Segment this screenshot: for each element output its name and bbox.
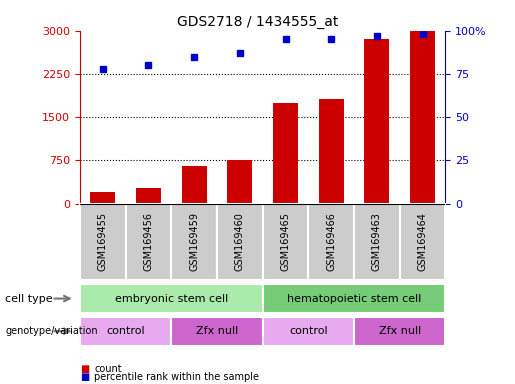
Text: percentile rank within the sample: percentile rank within the sample xyxy=(94,372,259,382)
Text: hematopoietic stem cell: hematopoietic stem cell xyxy=(287,293,421,304)
Bar xyxy=(364,40,389,204)
Bar xyxy=(263,204,308,280)
Bar xyxy=(90,192,115,204)
Bar xyxy=(171,204,217,280)
Bar xyxy=(217,204,263,280)
Text: Zfx null: Zfx null xyxy=(196,326,238,336)
Text: ■: ■ xyxy=(80,372,89,382)
Text: GDS2718 / 1434555_at: GDS2718 / 1434555_at xyxy=(177,15,338,29)
Text: GSM169465: GSM169465 xyxy=(281,212,290,271)
Bar xyxy=(354,204,400,280)
Text: GSM169460: GSM169460 xyxy=(235,212,245,271)
Text: embryonic stem cell: embryonic stem cell xyxy=(115,293,228,304)
Bar xyxy=(400,204,445,280)
Text: ■: ■ xyxy=(80,364,89,374)
Bar xyxy=(263,317,354,346)
Text: cell type: cell type xyxy=(5,293,53,304)
Bar xyxy=(227,161,252,204)
Bar xyxy=(263,284,445,313)
Text: Zfx null: Zfx null xyxy=(379,326,421,336)
Text: GSM169455: GSM169455 xyxy=(98,212,108,271)
Text: genotype/variation: genotype/variation xyxy=(5,326,98,336)
Text: control: control xyxy=(106,326,145,336)
Bar xyxy=(126,204,171,280)
Bar xyxy=(80,284,263,313)
Text: count: count xyxy=(94,364,122,374)
Text: GSM169466: GSM169466 xyxy=(326,212,336,271)
Text: GSM169464: GSM169464 xyxy=(418,212,427,271)
Bar xyxy=(171,317,263,346)
Bar xyxy=(319,99,344,204)
Bar xyxy=(410,31,435,204)
Text: GSM169463: GSM169463 xyxy=(372,212,382,271)
Bar xyxy=(308,204,354,280)
Text: GSM169456: GSM169456 xyxy=(143,212,153,271)
Text: control: control xyxy=(289,326,328,336)
Text: GSM169459: GSM169459 xyxy=(189,212,199,271)
Bar xyxy=(354,317,445,346)
Bar xyxy=(80,204,126,280)
Bar xyxy=(181,166,207,204)
Bar xyxy=(136,188,161,204)
Bar xyxy=(273,103,298,204)
Bar xyxy=(80,317,171,346)
